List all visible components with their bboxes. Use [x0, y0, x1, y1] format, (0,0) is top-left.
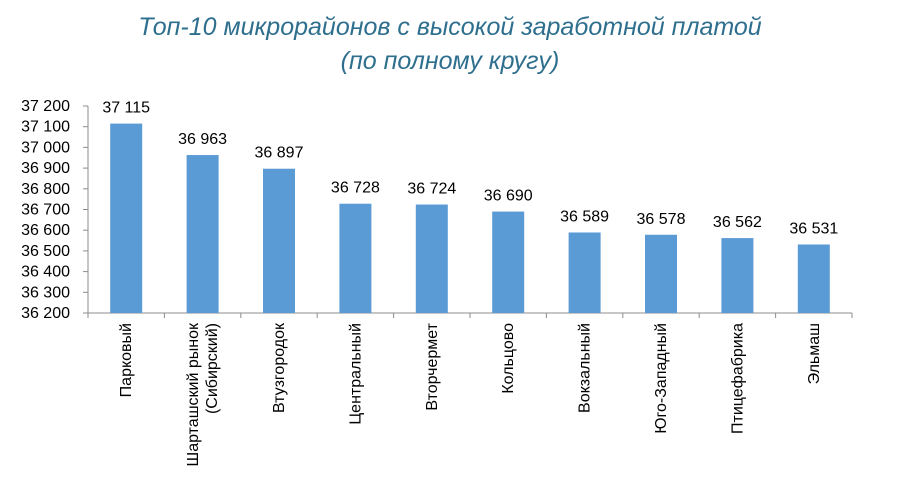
y-tick-label: 37 000: [21, 139, 70, 156]
x-category-label: Втузгородок: [271, 322, 288, 413]
x-category-label: Птицефабрика: [729, 323, 746, 434]
y-tick-label: 36 200: [21, 305, 70, 322]
y-tick-label: 37 200: [21, 98, 70, 115]
y-tick-label: 36 400: [21, 264, 70, 281]
x-category-label: Центральный: [347, 323, 364, 425]
x-category-label: Парковый: [118, 323, 135, 397]
bar: [339, 203, 372, 313]
x-category-label: Шарташский рынок: [185, 322, 202, 466]
bar: [110, 123, 143, 313]
bar: [415, 204, 448, 313]
y-tick-label: 36 800: [21, 181, 70, 198]
data-label: 36 897: [255, 145, 304, 162]
bar: [645, 234, 677, 313]
data-label: 37 115: [102, 100, 150, 117]
bar: [721, 238, 754, 313]
data-label: 36 728: [331, 180, 380, 197]
y-tick-label: 36 900: [21, 160, 70, 177]
data-label: 36 690: [484, 188, 533, 205]
x-category-label: Кольцово: [500, 323, 517, 394]
chart-title: Топ-10 микрорайонов с высокой заработной…: [0, 10, 900, 78]
y-tick-label: 37 100: [21, 119, 70, 136]
x-category-label: (Сибирский): [204, 323, 221, 414]
x-category-label: Юго-Западный: [653, 323, 670, 434]
data-label: 36 562: [713, 214, 762, 231]
x-category-label: Вокзальный: [577, 323, 594, 413]
chart-title-line-2: (по полному кругу): [340, 47, 560, 75]
bar: [263, 168, 295, 313]
data-label: 36 578: [637, 211, 686, 228]
bar: [797, 244, 830, 313]
data-label: 36 531: [789, 220, 838, 237]
y-tick-label: 36 600: [21, 222, 70, 239]
data-label: 36 963: [178, 131, 227, 148]
y-tick-label: 36 700: [21, 202, 70, 219]
bar: [568, 232, 601, 313]
data-label: 36 724: [407, 181, 456, 198]
y-tick-label: 36 500: [21, 243, 70, 260]
x-category-label: Эльмаш: [806, 323, 823, 384]
data-label: 36 589: [560, 208, 609, 225]
y-tick-label: 36 300: [21, 284, 70, 301]
x-category-label: Вторчермет: [424, 322, 441, 410]
bar: [492, 211, 525, 313]
bar: [186, 155, 219, 313]
chart-title-line-1: Топ-10 микрорайонов с высокой заработной…: [138, 13, 762, 41]
